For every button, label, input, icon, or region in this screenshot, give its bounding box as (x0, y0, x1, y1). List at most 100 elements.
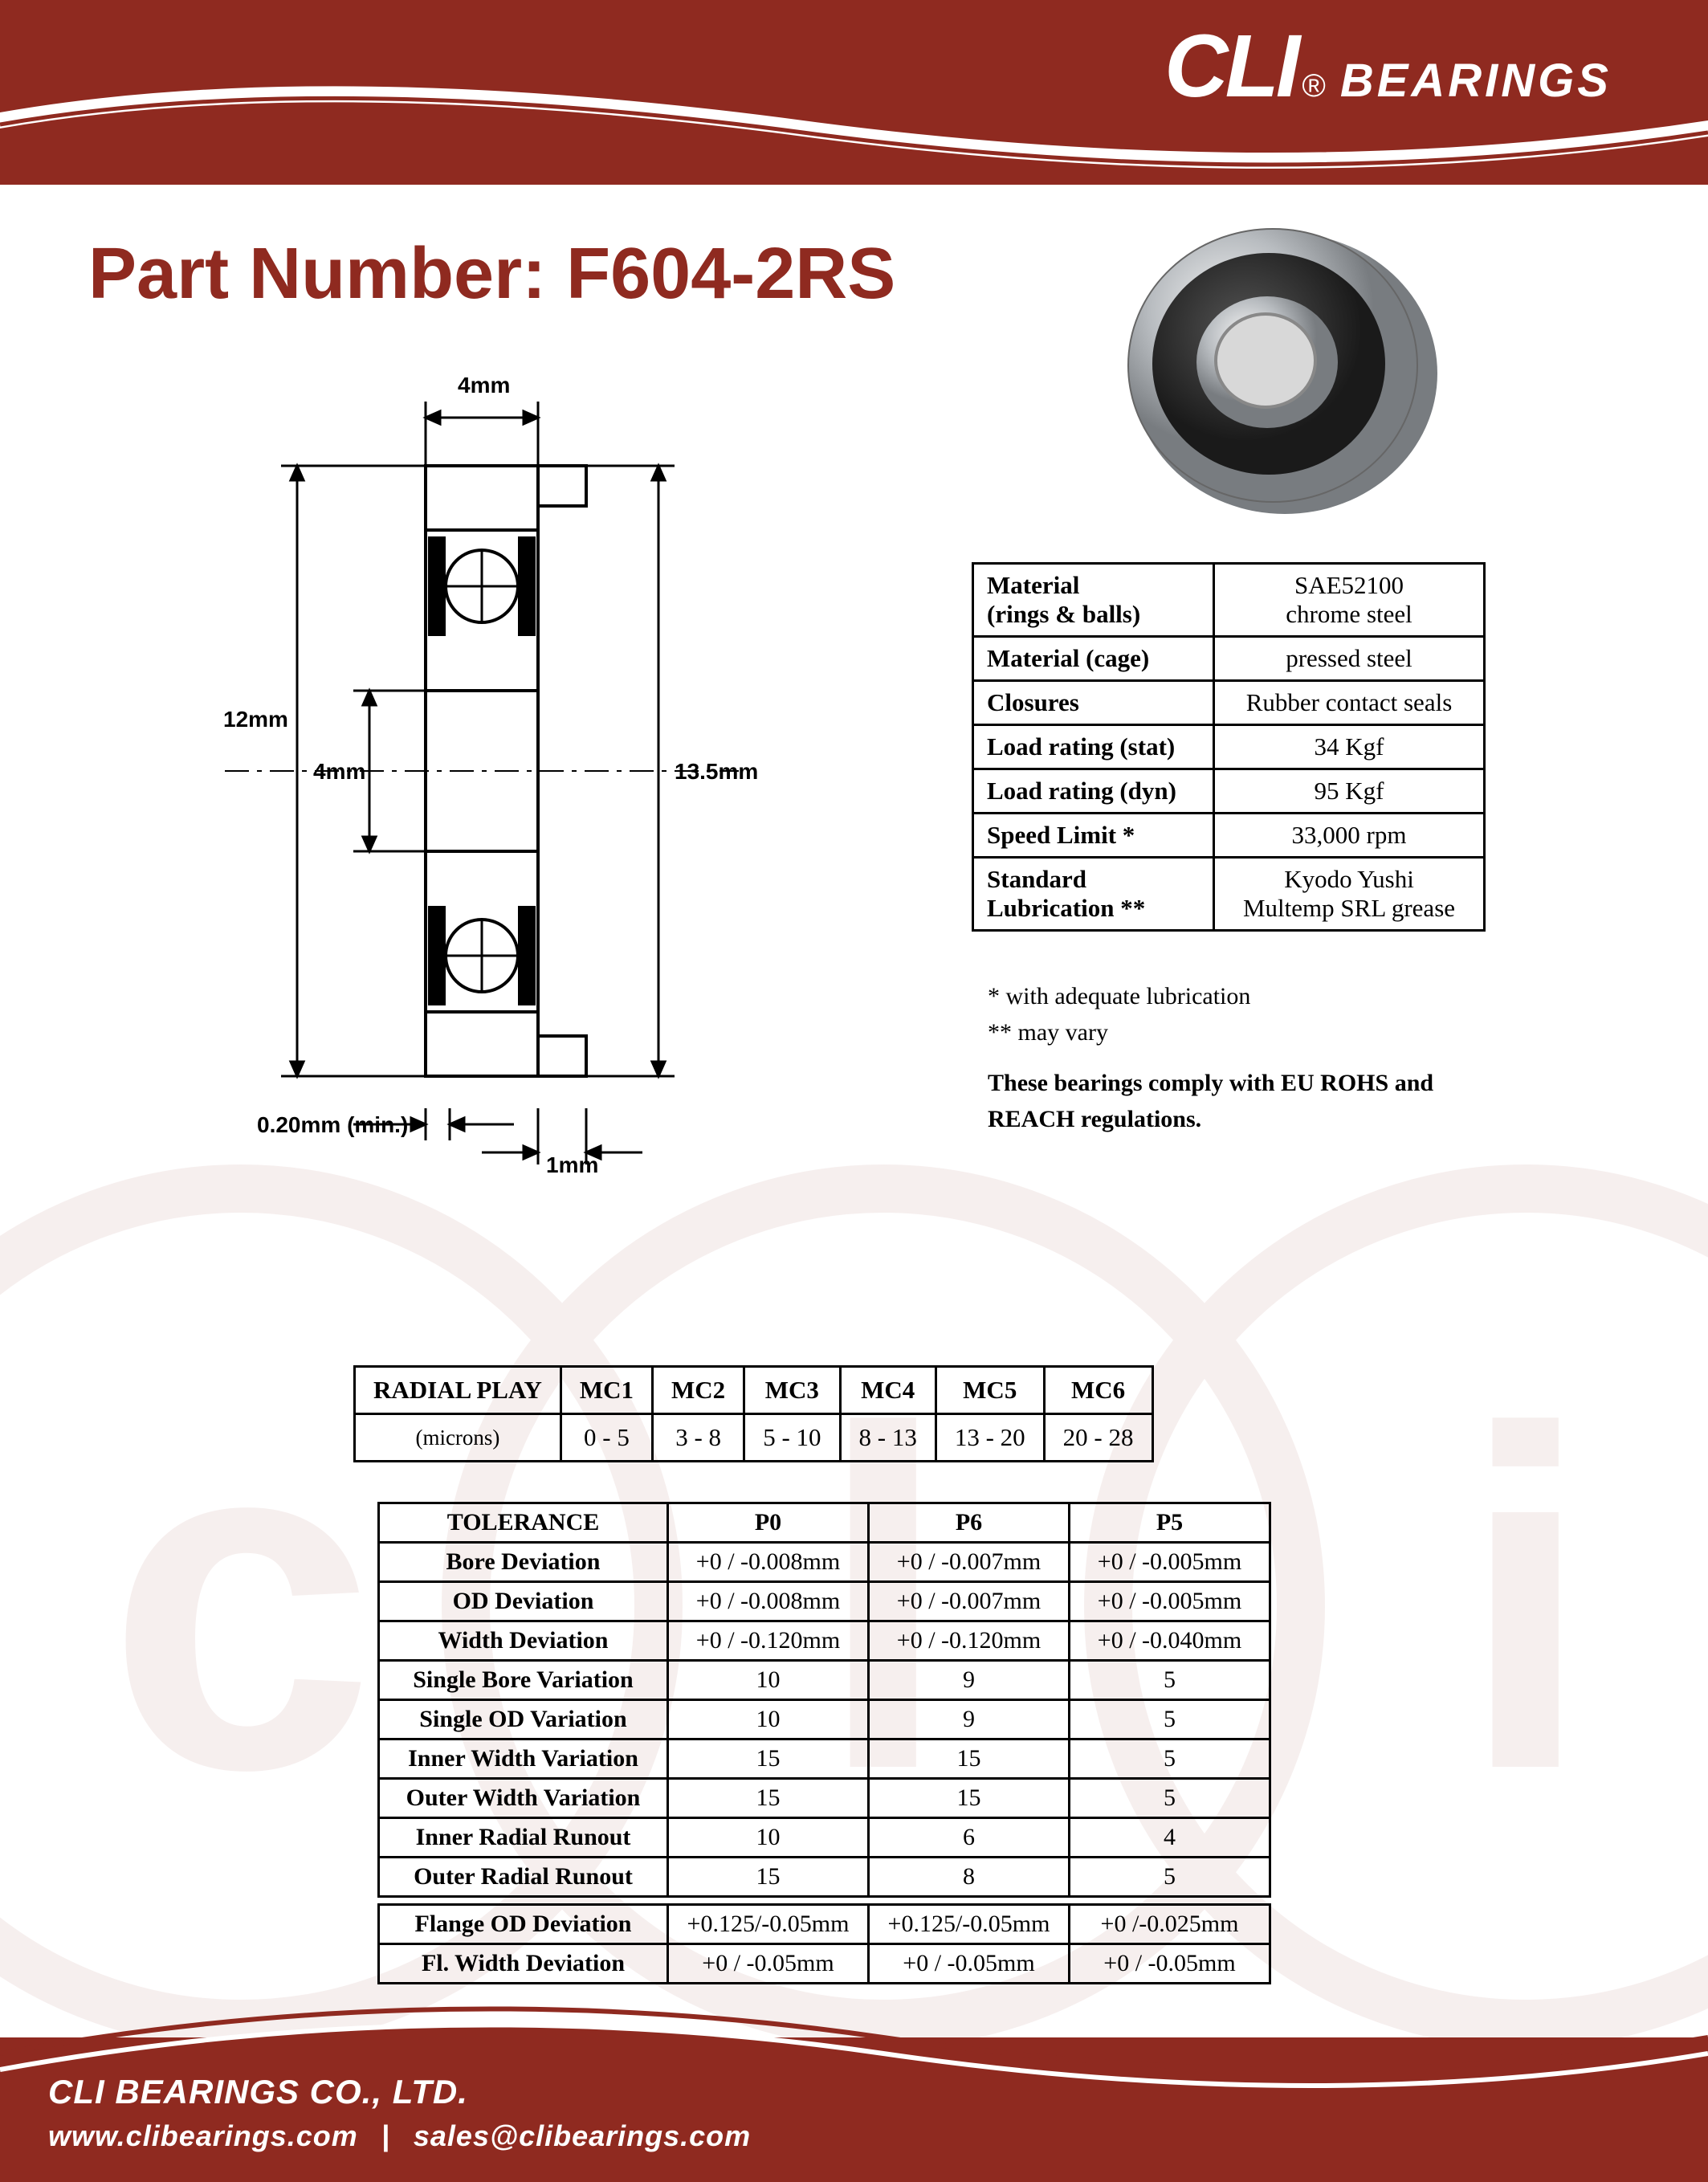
radial-unit: (microns) (355, 1414, 561, 1462)
tolerance-table: TOLERANCEP0P6P5 Bore Deviation+0 / -0.008… (377, 1502, 1271, 1984)
bearing-photo (1100, 197, 1437, 534)
spec-label: Material(rings & balls) (973, 564, 1214, 637)
spec-label: Material (cage) (973, 637, 1214, 681)
brand-logo: CLI ® BEARINGS (1164, 22, 1612, 111)
spec-value: Kyodo YushiMultemp SRL grease (1214, 858, 1485, 931)
spec-value: Rubber contact seals (1214, 681, 1485, 725)
tol-value: +0 / -0.120mm (869, 1621, 1070, 1661)
spec-value: 33,000 rpm (1214, 814, 1485, 858)
logo-text-bearings: BEARINGS (1340, 54, 1612, 108)
dim-bore: 4mm (313, 759, 365, 785)
tol-value: +0 / -0.007mm (869, 1543, 1070, 1582)
radial-value: 3 - 8 (653, 1414, 744, 1462)
tol-value: 8 (869, 1858, 1070, 1897)
header-banner: CLI ® BEARINGS (0, 0, 1708, 185)
tol-value: 15 (668, 1858, 869, 1897)
tol-value: 5 (1070, 1700, 1270, 1739)
tol-value: +0.125/-0.05mm (869, 1905, 1070, 1944)
tol-row-label: Width Deviation (379, 1621, 668, 1661)
tol-row-label: Inner Width Variation (379, 1739, 668, 1779)
radial-class: MC6 (1044, 1367, 1152, 1414)
radial-class: MC5 (936, 1367, 1044, 1414)
note-rohs: These bearings comply with EU ROHS and R… (988, 1065, 1453, 1137)
tol-row-label: Inner Radial Runout (379, 1818, 668, 1858)
tol-value: 5 (1070, 1661, 1270, 1700)
radial-class: MC2 (653, 1367, 744, 1414)
tol-value: 4 (1070, 1818, 1270, 1858)
footer-banner: CLI BEARINGS CO., LTD. www.clibearings.c… (0, 2037, 1708, 2182)
tol-row-label: Single Bore Variation (379, 1661, 668, 1700)
tol-value: 15 (668, 1739, 869, 1779)
tol-header: TOLERANCE (379, 1503, 668, 1543)
tol-value: +0 / -0.05mm (869, 1944, 1070, 1984)
page-title: Part Number: F604-2RS (88, 233, 895, 316)
tol-value: 5 (1070, 1779, 1270, 1818)
tol-row-label: Outer Width Variation (379, 1779, 668, 1818)
footer-website: www.clibearings.com (48, 2119, 358, 2152)
footer-sep: | (381, 2119, 390, 2152)
tol-grade: P6 (869, 1503, 1070, 1543)
tol-row-label: Single OD Variation (379, 1700, 668, 1739)
tol-row-label: Flange OD Deviation (379, 1905, 668, 1944)
radial-class: MC3 (744, 1367, 840, 1414)
spec-notes: * with adequate lubrication ** may vary … (988, 978, 1453, 1137)
svg-text:c: c (107, 1332, 375, 1870)
tol-value: 9 (869, 1661, 1070, 1700)
radial-value: 8 - 13 (840, 1414, 936, 1462)
dim-flange-od: 13.5mm (675, 759, 758, 785)
tol-row-label: Bore Deviation (379, 1543, 668, 1582)
radial-class: MC4 (840, 1367, 936, 1414)
tol-value: 10 (668, 1818, 869, 1858)
dim-width: 4mm (458, 373, 510, 398)
tol-value: +0 / -0.007mm (869, 1582, 1070, 1621)
tol-value: +0 / -0.008mm (668, 1543, 869, 1582)
spec-table: Material(rings & balls)SAE52100chrome st… (972, 562, 1486, 932)
tol-value: 5 (1070, 1739, 1270, 1779)
note-lubrication: * with adequate lubrication (988, 978, 1453, 1014)
spec-value: 34 Kgf (1214, 725, 1485, 769)
tol-value: +0 / -0.008mm (668, 1582, 869, 1621)
spec-label: Speed Limit * (973, 814, 1214, 858)
svg-text:i: i (1459, 1332, 1593, 1870)
tol-value: 5 (1070, 1858, 1270, 1897)
footer-text: CLI BEARINGS CO., LTD. www.clibearings.c… (48, 2069, 751, 2156)
tol-value: +0 / -0.120mm (668, 1621, 869, 1661)
tol-value: +0 / -0.05mm (1070, 1944, 1270, 1984)
radial-header: RADIAL PLAY (355, 1367, 561, 1414)
tol-grade: P0 (668, 1503, 869, 1543)
spec-value: pressed steel (1214, 637, 1485, 681)
drawing-svg (209, 369, 755, 1173)
radial-class: MC1 (561, 1367, 652, 1414)
spec-value: SAE52100chrome steel (1214, 564, 1485, 637)
spec-value: 95 Kgf (1214, 769, 1485, 814)
radial-value: 20 - 28 (1044, 1414, 1152, 1462)
radial-play-table: RADIAL PLAYMC1MC2MC3MC4MC5MC6 (microns)0 … (353, 1365, 1154, 1462)
tol-value: +0 / -0.05mm (668, 1944, 869, 1984)
radial-value: 5 - 10 (744, 1414, 840, 1462)
dim-chamfer: 0.20mm (min.) (257, 1112, 408, 1138)
radial-value: 0 - 5 (561, 1414, 652, 1462)
tol-grade: P5 (1070, 1503, 1270, 1543)
tol-value: 6 (869, 1818, 1070, 1858)
logo-registered: ® (1302, 68, 1325, 104)
tol-value: +0.125/-0.05mm (668, 1905, 869, 1944)
tol-value: 15 (668, 1779, 869, 1818)
tol-row-label: OD Deviation (379, 1582, 668, 1621)
radial-value: 13 - 20 (936, 1414, 1044, 1462)
spec-label: StandardLubrication ** (973, 858, 1214, 931)
footer-company: CLI BEARINGS CO., LTD. (48, 2069, 751, 2116)
tol-value: 10 (668, 1700, 869, 1739)
logo-text-cli: CLI (1164, 22, 1297, 111)
dim-od: 12mm (223, 707, 288, 732)
dim-flange-w: 1mm (546, 1152, 598, 1178)
tol-value: +0 /-0.025mm (1070, 1905, 1270, 1944)
technical-drawing: 4mm 12mm 4mm 13.5mm 0.20mm (min.) 1mm (209, 369, 755, 1173)
tol-value: 15 (869, 1739, 1070, 1779)
tol-row-label: Fl. Width Deviation (379, 1944, 668, 1984)
tol-value: 9 (869, 1700, 1070, 1739)
tol-value: +0 / -0.005mm (1070, 1543, 1270, 1582)
footer-email: sales@clibearings.com (414, 2119, 751, 2152)
tol-value: 10 (668, 1661, 869, 1700)
spec-label: Load rating (dyn) (973, 769, 1214, 814)
note-vary: ** may vary (988, 1014, 1453, 1050)
